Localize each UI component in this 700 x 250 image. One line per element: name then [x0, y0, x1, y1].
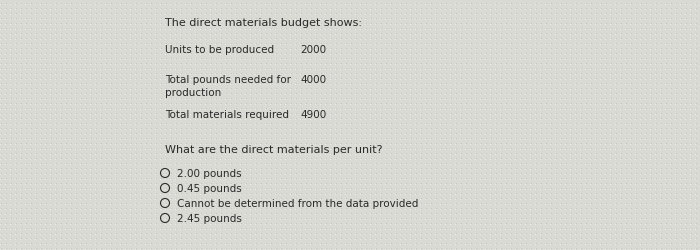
Text: The direct materials budget shows:: The direct materials budget shows:	[165, 18, 362, 28]
Text: 2000: 2000	[300, 45, 326, 55]
Text: Total materials required: Total materials required	[165, 110, 289, 120]
Text: Total pounds needed for
production: Total pounds needed for production	[165, 75, 291, 98]
Text: 2.00 pounds: 2.00 pounds	[177, 168, 241, 178]
Text: Cannot be determined from the data provided: Cannot be determined from the data provi…	[177, 198, 419, 208]
Text: What are the direct materials per unit?: What are the direct materials per unit?	[165, 144, 382, 154]
Text: 4000: 4000	[300, 75, 326, 85]
Text: 0.45 pounds: 0.45 pounds	[177, 183, 241, 193]
Text: 2.45 pounds: 2.45 pounds	[177, 213, 242, 223]
Text: 4900: 4900	[300, 110, 326, 120]
Text: Units to be produced: Units to be produced	[165, 45, 274, 55]
